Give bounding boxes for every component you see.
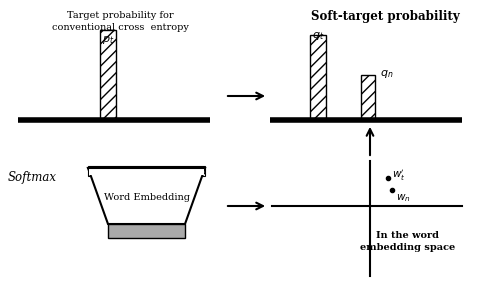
Text: Word Embedding: Word Embedding xyxy=(104,193,190,203)
Text: $q_t$: $q_t$ xyxy=(312,30,324,42)
Bar xyxy=(89,167,204,175)
Text: $w_n$: $w_n$ xyxy=(396,192,410,204)
Text: Target probability for: Target probability for xyxy=(67,11,173,20)
Bar xyxy=(100,30,116,120)
Text: Soft-target probability: Soft-target probability xyxy=(311,10,459,23)
Text: $p_t$: $p_t$ xyxy=(102,34,114,46)
Text: conventional cross  entropy: conventional cross entropy xyxy=(51,23,189,32)
Bar xyxy=(108,224,185,238)
Bar xyxy=(310,35,326,120)
Text: Softmax: Softmax xyxy=(8,171,57,185)
Bar xyxy=(88,166,205,176)
Text: embedding space: embedding space xyxy=(360,243,456,252)
Bar xyxy=(361,75,375,120)
Polygon shape xyxy=(88,168,205,224)
Text: In the word: In the word xyxy=(376,231,440,240)
Text: $q_n$: $q_n$ xyxy=(380,68,394,80)
Text: $w_t'$: $w_t'$ xyxy=(392,167,406,183)
